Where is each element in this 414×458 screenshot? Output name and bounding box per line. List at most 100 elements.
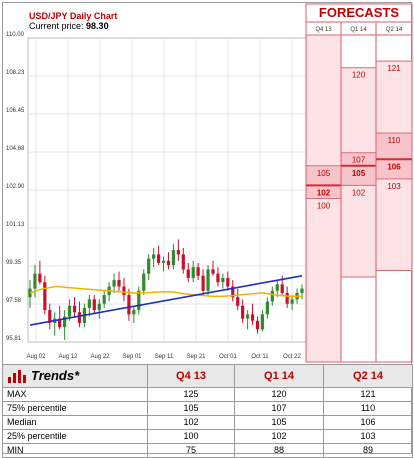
table-cell: 105 bbox=[234, 415, 324, 430]
candle-body bbox=[92, 299, 96, 311]
candle-body bbox=[275, 284, 279, 291]
table-cell: 103 bbox=[323, 429, 413, 444]
x-tick-label: Oct 01 bbox=[219, 354, 237, 360]
forecast-max-label: 121 bbox=[387, 64, 401, 73]
y-tick-label: 95.81 bbox=[6, 336, 22, 342]
table-row: 75% percentile 105 107 110 bbox=[2, 401, 413, 416]
candle-body bbox=[260, 314, 265, 330]
candle-body bbox=[241, 305, 245, 319]
table-cell: 102 bbox=[234, 429, 324, 444]
forecast-iqr bbox=[376, 133, 412, 179]
forecast-p75-label: 107 bbox=[352, 156, 366, 165]
forecast-iqr bbox=[341, 152, 376, 186]
table-cell: 110 bbox=[323, 401, 413, 416]
candle-body bbox=[191, 267, 195, 278]
row-label: 25% percentile bbox=[2, 429, 148, 444]
candle-body bbox=[216, 273, 220, 283]
forecast-p75-label: 105 bbox=[317, 169, 331, 178]
candle-body bbox=[206, 269, 210, 291]
candle-body bbox=[67, 305, 72, 317]
y-tick-label: 106.45 bbox=[6, 108, 25, 114]
table-row: 25% percentile 100 102 103 bbox=[2, 429, 413, 444]
forecast-p25-label: 103 bbox=[387, 182, 401, 191]
candle-body bbox=[48, 310, 52, 323]
candle-body bbox=[176, 250, 180, 255]
table-cell: 125 bbox=[147, 387, 235, 402]
row-label: MAX bbox=[2, 387, 148, 402]
table-row: MAX 125 120 121 bbox=[2, 387, 413, 402]
trends-header-q1-14: Q1 14 bbox=[234, 364, 324, 388]
row-label: MIN bbox=[2, 443, 148, 458]
y-tick-label: 102.90 bbox=[6, 184, 25, 190]
table-cell: 88 bbox=[234, 443, 324, 458]
forecast-panel bbox=[305, 3, 413, 363]
candle-body bbox=[255, 320, 260, 330]
table-cell: 75 bbox=[147, 443, 235, 458]
candle-body bbox=[127, 295, 131, 315]
candle-body bbox=[236, 297, 240, 306]
bar-chart-icon bbox=[8, 370, 26, 384]
y-tick-label: 99.35 bbox=[6, 260, 22, 266]
forecasts-title: FORECASTS bbox=[318, 5, 400, 20]
forecast-p25-label: 100 bbox=[317, 202, 331, 211]
table-row: Median 102 105 106 bbox=[2, 415, 413, 430]
table-cell: 121 bbox=[323, 387, 413, 402]
table-cell: 100 bbox=[147, 429, 235, 444]
x-tick-label: Oct 22 bbox=[283, 354, 301, 360]
moving-average-line bbox=[29, 285, 302, 297]
table-cell: 120 bbox=[234, 387, 324, 402]
candle-body bbox=[117, 280, 121, 287]
chart-title: USD/JPY Daily Chart bbox=[29, 11, 118, 21]
candle-body bbox=[300, 288, 304, 293]
candle-body bbox=[102, 295, 106, 304]
candle-body bbox=[77, 312, 82, 323]
candle-body bbox=[33, 273, 37, 289]
x-tick-label: Sep 21 bbox=[186, 354, 206, 360]
candle-body bbox=[43, 282, 47, 311]
candle-body bbox=[58, 318, 62, 328]
forecast-column-header: Q1 14 bbox=[350, 27, 367, 33]
x-tick-label: Aug 02 bbox=[26, 354, 46, 360]
usdjpy-chart: Q4 13 105 102 100 Q1 14 120 107 105 102 Q2 14 121 1… bbox=[6, 3, 413, 363]
candle-body bbox=[211, 269, 215, 274]
candle-body bbox=[87, 299, 91, 308]
candle-body bbox=[38, 273, 42, 283]
candle-body bbox=[166, 260, 171, 266]
candle-body bbox=[231, 286, 235, 298]
forecast-median-label: 105 bbox=[352, 169, 366, 178]
forecast-column-header: Q2 14 bbox=[386, 27, 403, 33]
candle-body bbox=[201, 275, 205, 291]
trends-header-row: Trends* Q4 13 Q1 14 Q2 14 bbox=[2, 364, 413, 388]
candle-body bbox=[270, 290, 274, 302]
candle-body bbox=[112, 280, 116, 287]
x-tick-label: Aug 22 bbox=[90, 354, 110, 360]
row-label: Median bbox=[2, 415, 148, 430]
forecast-median-label: 102 bbox=[317, 188, 331, 197]
trends-asterisk: * bbox=[74, 367, 80, 383]
table-row: MIN 75 88 89 bbox=[2, 443, 413, 458]
trends-title: Trends bbox=[31, 367, 75, 383]
candle-body bbox=[122, 286, 126, 296]
candle-body bbox=[161, 260, 166, 263]
candle-body bbox=[147, 258, 151, 274]
candle-body bbox=[132, 310, 136, 315]
table-cell: 106 bbox=[323, 415, 413, 430]
table-cell: 107 bbox=[234, 401, 324, 416]
y-tick-label: 97.58 bbox=[6, 298, 22, 304]
y-tick-label: 104.68 bbox=[6, 146, 25, 152]
table-cell: 89 bbox=[323, 443, 413, 458]
candle-body bbox=[28, 288, 32, 298]
forecast-p25-label: 102 bbox=[352, 188, 366, 197]
x-tick-label: Sep 01 bbox=[122, 354, 142, 360]
table-cell: 102 bbox=[147, 415, 235, 430]
candle-body bbox=[285, 292, 289, 304]
candle-body bbox=[290, 299, 294, 304]
current-price-value: 98.30 bbox=[86, 21, 109, 31]
candle-body bbox=[226, 277, 230, 287]
forecast-p75-label: 110 bbox=[388, 136, 401, 145]
candle-body bbox=[280, 284, 284, 293]
trends-title-cell: Trends* bbox=[2, 364, 148, 388]
y-tick-label: 110.00 bbox=[6, 32, 25, 38]
x-tick-label: Sep 11 bbox=[155, 354, 174, 360]
candle-body bbox=[72, 305, 77, 313]
